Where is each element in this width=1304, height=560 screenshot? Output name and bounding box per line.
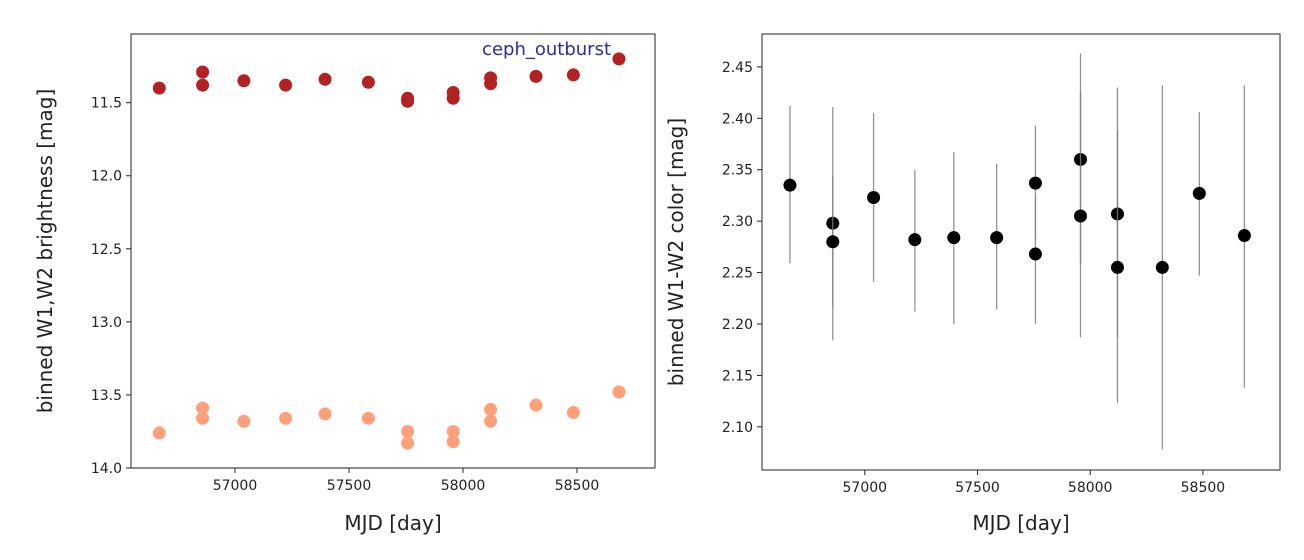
y-tick-label: 11.5 [91, 96, 122, 112]
y-axis-label-left: binned W1,W2 brightness [mag] [33, 89, 57, 414]
y-tick-label: 2.30 [722, 214, 753, 230]
axes-frame [761, 33, 1281, 471]
x-tick-label: 57500 [955, 480, 1000, 496]
data-point-w1-w2 [1237, 229, 1251, 243]
data-point-w1 [446, 91, 460, 105]
data-point-w1-w2 [1028, 247, 1042, 261]
x-tick-label: 57000 [213, 478, 258, 494]
data-point-w1 [237, 74, 251, 88]
x-tick-label: 58500 [555, 478, 600, 494]
x-tick-label: 58000 [441, 478, 486, 494]
data-point-w2 [566, 405, 580, 419]
x-tick-label: 58500 [1181, 480, 1226, 496]
y-tick-label: 2.40 [722, 111, 753, 127]
y-tick-label: 2.10 [722, 420, 753, 436]
y-tick-label: 12.5 [91, 242, 122, 258]
data-point-w1 [529, 69, 543, 83]
data-point-w2 [196, 411, 210, 425]
y-tick-label: 13.5 [91, 388, 122, 404]
axes-frame [130, 33, 656, 469]
y-tick-label: 2.45 [722, 60, 753, 76]
data-point-w1-w2 [783, 178, 797, 192]
y-axis-label-right: binned W1-W2 color [mag] [664, 118, 688, 386]
data-point-w1-w2 [947, 231, 961, 245]
data-point-w2 [484, 414, 498, 428]
data-point-w1-w2 [990, 231, 1004, 245]
data-point-w1 [484, 77, 498, 91]
data-point-w2 [612, 385, 626, 399]
data-point-w1-w2 [1155, 260, 1169, 274]
color-plot: 57000 57500 58000 58500 2.10 2.15 2.20 2.25 2.30… [722, 33, 1281, 496]
data-point-w2 [446, 424, 460, 438]
data-point-w1-w2 [1074, 209, 1088, 223]
data-point-w1-w2 [1028, 176, 1042, 190]
data-point-w2 [279, 411, 293, 425]
data-point-w1 [361, 75, 375, 89]
data-point-w2 [152, 426, 166, 440]
data-point-w2 [401, 424, 415, 438]
data-point-w1 [318, 72, 332, 86]
data-point-w1-w2 [1110, 260, 1124, 274]
y-tick-label: 2.35 [722, 163, 753, 179]
data-point-w1-w2 [908, 233, 922, 247]
x-axis-label-left: MJD [day] [344, 511, 441, 535]
data-point-w2 [529, 398, 543, 412]
data-point-w1 [196, 78, 210, 92]
data-point-w1 [612, 52, 626, 66]
y-tick-label: 2.25 [722, 266, 753, 282]
x-axis-label-right: MJD [day] [972, 511, 1069, 535]
x-tick-label: 57500 [327, 478, 372, 494]
data-point-w2 [196, 401, 210, 415]
y-tick-label: 2.15 [722, 368, 753, 384]
y-tick-label: 13.0 [91, 315, 122, 331]
y-tick-label: 12.0 [91, 169, 122, 185]
x-tick-label: 57000 [843, 480, 888, 496]
data-point-w1-w2 [867, 191, 881, 204]
data-point-w2 [361, 411, 375, 425]
y-tick-label: 2.20 [722, 317, 753, 333]
y-tick-label: 14.0 [91, 461, 122, 477]
annotation-label: ceph_outburst [482, 39, 611, 60]
data-point-w1 [196, 65, 210, 79]
data-point-w2 [446, 435, 460, 449]
data-point-w2 [237, 414, 251, 428]
data-point-w1 [401, 94, 415, 108]
data-point-w1 [152, 81, 166, 95]
data-point-w1-w2 [1192, 186, 1206, 200]
data-point-w1 [279, 78, 293, 92]
brightness-plot: 57000 57500 58000 58500 11.5 12.0 12.5 13.0 13.5… [91, 33, 656, 494]
data-point-w2 [484, 403, 498, 417]
data-point-w2 [318, 407, 332, 421]
data-point-w2 [401, 436, 415, 450]
x-tick-label: 58000 [1068, 480, 1113, 496]
data-point-w1-w2 [826, 235, 840, 249]
data-point-w1 [566, 68, 580, 82]
